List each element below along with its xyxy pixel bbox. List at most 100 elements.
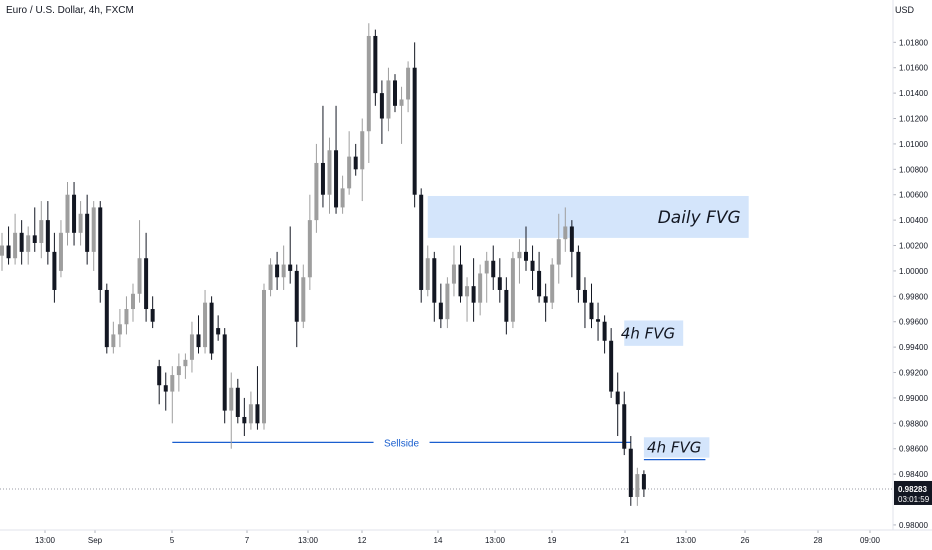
time-tick-label: 28: [814, 536, 823, 545]
last-price-label-box: [894, 480, 932, 505]
candle-body: [406, 67, 411, 100]
candle-body: [366, 35, 371, 132]
candle-body: [347, 156, 352, 189]
time-tick-label: 09:00: [860, 536, 881, 545]
candle-body: [45, 220, 50, 252]
candle: [353, 143, 358, 176]
candle-body: [393, 80, 397, 106]
price-tick-label: 1.01000: [899, 140, 928, 149]
candle-body: [288, 264, 293, 271]
candle: [222, 328, 227, 424]
last-price-value: 0.98283: [898, 485, 927, 494]
candle: [65, 182, 70, 246]
candle: [406, 61, 411, 113]
candle: [602, 315, 607, 354]
candle: [596, 302, 601, 341]
sellside-line: Sellside: [172, 438, 631, 449]
candle: [131, 283, 135, 322]
candle: [386, 67, 391, 132]
price-tick-label: 1.00600: [899, 191, 928, 200]
candle-body: [432, 258, 437, 303]
price-tick-label: 0.99400: [899, 343, 928, 352]
candle: [294, 264, 299, 348]
candle-body: [451, 264, 456, 284]
candle: [72, 182, 77, 246]
candle-body: [58, 232, 63, 271]
candle-body: [72, 194, 77, 233]
candle: [465, 277, 470, 322]
candle-body: [563, 226, 568, 240]
price-tick-label: 1.01800: [899, 38, 928, 47]
candle-body: [137, 258, 142, 294]
fvg-zone-label: 4h FVG: [647, 439, 701, 457]
candle-body: [641, 474, 646, 490]
candle: [497, 258, 502, 303]
candle-body: [111, 334, 116, 348]
candle: [183, 353, 188, 379]
candle: [6, 226, 11, 265]
candle-body: [550, 264, 555, 303]
candle: [262, 283, 266, 430]
candle: [609, 328, 614, 398]
candle: [52, 232, 57, 303]
candle: [248, 391, 253, 430]
candle-body: [117, 324, 122, 335]
candle: [26, 226, 31, 265]
time-tick-label: 13:00: [676, 536, 697, 545]
candle: [576, 245, 581, 303]
time-tick-label: 5: [170, 536, 175, 545]
candle: [32, 207, 37, 252]
candle: [458, 245, 463, 303]
candle: [340, 175, 345, 214]
price-tick-label: 0.99000: [899, 394, 928, 403]
candle: [432, 251, 437, 322]
candle: [347, 131, 352, 195]
candle-body: [373, 35, 378, 94]
candle-body: [602, 321, 607, 341]
candle-body: [504, 289, 509, 322]
candle-body: [379, 93, 384, 119]
candle: [13, 213, 18, 265]
candle: [301, 264, 306, 329]
candle: [229, 372, 234, 449]
candle: [334, 105, 339, 214]
candle: [137, 220, 142, 303]
price-tick-label: 1.00000: [899, 267, 928, 276]
candle-body: [52, 251, 57, 290]
fvg-zone: [624, 320, 684, 346]
price-tick-label: 0.98600: [899, 445, 928, 454]
candle: [124, 296, 129, 335]
candle: [524, 226, 528, 271]
candle: [144, 232, 149, 322]
candle: [615, 372, 620, 437]
time-tick-label: 19: [548, 536, 557, 545]
candle-body: [124, 309, 129, 325]
candle-body: [6, 245, 11, 259]
candle: [563, 207, 568, 252]
candle-body: [144, 258, 149, 310]
candle: [170, 366, 175, 424]
candle: [85, 194, 90, 265]
candle: [360, 118, 365, 202]
candle-body: [104, 289, 109, 348]
candle-body: [39, 220, 44, 243]
candle-body: [216, 328, 221, 335]
candle: [98, 201, 103, 303]
candle: [379, 80, 384, 144]
price-tick-label: 0.98800: [899, 419, 928, 428]
candle-body: [510, 258, 515, 322]
candle: [504, 277, 509, 335]
candle-body: [307, 220, 312, 278]
candle-body: [628, 448, 633, 497]
candle: [635, 467, 640, 506]
candle: [235, 378, 240, 424]
price-tick-label: 1.00200: [899, 242, 928, 251]
candle: [242, 397, 247, 437]
candle-body: [556, 239, 561, 265]
candle-body: [530, 260, 535, 271]
candle-body: [615, 391, 620, 405]
candle-body: [458, 264, 463, 297]
candle: [209, 296, 214, 360]
price-tick-label: 1.01200: [899, 115, 928, 124]
